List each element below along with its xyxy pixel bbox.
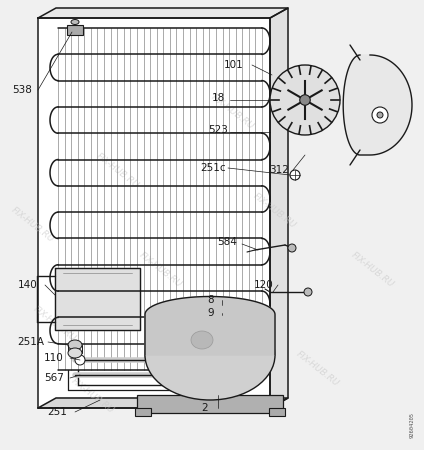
- Polygon shape: [343, 55, 412, 155]
- Text: FIX-HUB.RU: FIX-HUB.RU: [95, 152, 141, 190]
- Text: FIX-HUB.RU: FIX-HUB.RU: [32, 305, 78, 343]
- Text: 120: 120: [254, 280, 274, 290]
- Text: 567: 567: [44, 373, 64, 383]
- Bar: [222, 305, 250, 325]
- Text: 9: 9: [208, 308, 214, 318]
- Circle shape: [300, 95, 310, 105]
- Text: FIX-HUB.RU: FIX-HUB.RU: [138, 251, 184, 289]
- Ellipse shape: [68, 340, 82, 350]
- Polygon shape: [38, 398, 288, 408]
- Circle shape: [377, 112, 383, 118]
- Text: FIX-HUB.RU: FIX-HUB.RU: [252, 192, 298, 230]
- Text: 18: 18: [212, 93, 225, 103]
- Polygon shape: [38, 8, 288, 18]
- Polygon shape: [145, 297, 275, 355]
- Circle shape: [288, 244, 296, 252]
- Bar: [269, 408, 285, 416]
- Circle shape: [270, 65, 340, 135]
- Text: 251A: 251A: [17, 337, 45, 347]
- Circle shape: [372, 107, 388, 123]
- Circle shape: [304, 288, 312, 296]
- Text: 523: 523: [208, 125, 228, 135]
- Text: 312: 312: [269, 165, 289, 175]
- Ellipse shape: [71, 19, 79, 24]
- Text: 101: 101: [224, 60, 244, 70]
- Circle shape: [290, 170, 300, 180]
- Polygon shape: [55, 268, 140, 330]
- Text: 251: 251: [47, 407, 67, 417]
- Ellipse shape: [145, 310, 275, 400]
- Bar: [135, 408, 151, 416]
- Text: FIX-HUB.RU: FIX-HUB.RU: [350, 251, 396, 289]
- Circle shape: [176, 379, 184, 387]
- Bar: [67, 25, 83, 35]
- Text: 8: 8: [208, 295, 214, 305]
- Polygon shape: [270, 8, 288, 408]
- Text: FIX-HUB.RU: FIX-HUB.RU: [210, 93, 256, 131]
- Text: 251c: 251c: [200, 163, 226, 173]
- Text: 110: 110: [44, 353, 64, 363]
- Ellipse shape: [68, 348, 82, 358]
- Text: 584: 584: [217, 237, 237, 247]
- Text: 140: 140: [18, 280, 38, 290]
- Text: 538: 538: [12, 85, 32, 95]
- Circle shape: [75, 355, 85, 365]
- Text: FIX-HUB.RU: FIX-HUB.RU: [70, 377, 116, 415]
- Text: 92604205: 92604205: [410, 412, 415, 438]
- Bar: [137, 395, 283, 413]
- Text: FIX-HUB.RU: FIX-HUB.RU: [10, 206, 56, 244]
- Text: 2: 2: [202, 403, 208, 413]
- Text: FIX-HUB.RU: FIX-HUB.RU: [295, 350, 341, 388]
- Polygon shape: [38, 18, 270, 408]
- Ellipse shape: [191, 331, 213, 349]
